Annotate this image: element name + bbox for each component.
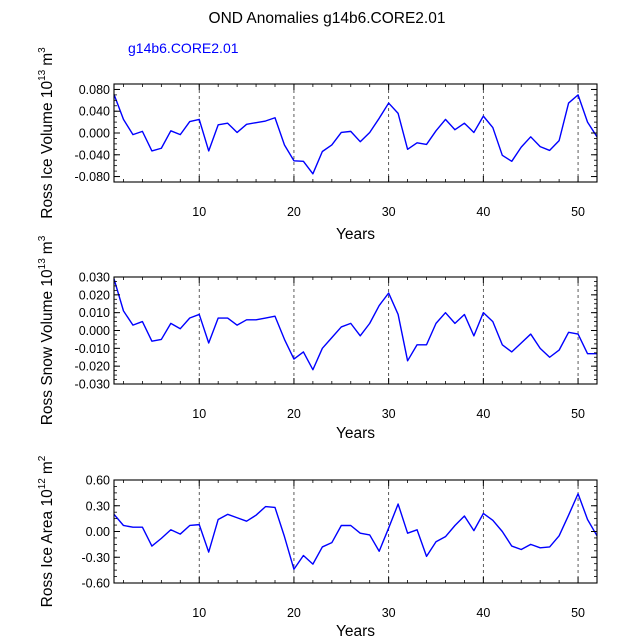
x-axis-title: Years	[336, 425, 375, 442]
y-axis-title-ylabel: Ross Ice Volume 10	[39, 81, 56, 219]
y-axis-title-ylabel-unit: m	[39, 53, 56, 66]
y-axis-title: Ross Snow Volume 1013 m3	[37, 235, 56, 425]
y-axis-title-ylabel-unit-sup: 2	[37, 455, 48, 461]
panel-2: -0.030 -0.020 -0.010 0.000 0.010 0.020 0.030 10…	[37, 235, 598, 442]
y-tick-label: 0.010	[79, 306, 110, 320]
x-tick-label: 20	[287, 606, 301, 620]
y-tick-label: 0.30	[86, 499, 110, 513]
y-axis-title: Ross Ice Volume 1013 m3	[37, 47, 56, 219]
y-axis-title-ylabel-unit-sup: 3	[37, 235, 48, 241]
x-tick-label: 40	[476, 407, 490, 421]
x-axis-title: Years	[336, 623, 375, 638]
y-tick-label: -0.080	[75, 170, 110, 184]
x-tick-label: 50	[571, 407, 585, 421]
x-tick-label: 20	[287, 407, 301, 421]
x-tick-label: 10	[192, 205, 206, 219]
x-tick-label: 30	[382, 606, 396, 620]
y-axis-title-ylabel: Ross Ice Area 10	[39, 489, 56, 607]
x-axis-title: Years	[336, 226, 375, 243]
y-tick-label: 0.60	[86, 474, 110, 488]
y-axis-title-ylabel-unit-sup: 3	[37, 47, 48, 53]
x-tick-label: 50	[571, 606, 585, 620]
y-axis-title-ylabel-unit: m	[39, 241, 56, 254]
y-tick-label: -0.60	[82, 577, 111, 591]
y-tick-label: 0.000	[79, 324, 110, 338]
y-tick-label: -0.30	[82, 551, 111, 565]
y-tick-label: 0.040	[79, 105, 110, 119]
x-tick-label: 10	[192, 606, 206, 620]
y-tick-label: 0.030	[79, 271, 110, 285]
x-tick-label: 30	[382, 205, 396, 219]
chart-title: OND Anomalies g14b6.CORE2.01	[209, 10, 446, 27]
y-tick-label: -0.030	[75, 378, 110, 392]
y-tick-label: -0.020	[75, 360, 110, 374]
x-tick-label: 10	[192, 407, 206, 421]
series-line	[113, 94, 598, 175]
y-tick-label: -0.040	[75, 148, 110, 162]
x-tick-label: 30	[382, 407, 396, 421]
y-tick-label: 0.080	[79, 83, 110, 97]
series-line	[113, 278, 597, 371]
y-axis-title: Ross Ice Area 1012 m2	[37, 455, 56, 607]
plot-frame	[113, 83, 598, 183]
y-axis-title-ylabel-sup: 12	[37, 478, 48, 490]
x-tick-label: 40	[476, 205, 490, 219]
y-tick-label: 0.000	[79, 127, 110, 141]
y-tick-label: -0.010	[75, 342, 110, 356]
y-tick-label: 0.020	[79, 288, 110, 302]
y-axis-title-ylabel-unit: m	[39, 461, 56, 474]
x-tick-label: 40	[476, 606, 490, 620]
y-axis-title-ylabel-sup: 13	[37, 258, 48, 270]
legend-label: g14b6.CORE2.01	[128, 40, 239, 56]
y-axis-title-ylabel-sup: 13	[37, 69, 48, 81]
panel-3: -0.60 -0.30 0.00 0.30 0.60 10 20 30 40 50 Years Ros…	[37, 455, 598, 638]
panel-1: -0.080 -0.040 0.000 0.040 0.080 10 20 30 40 50 Yea…	[37, 47, 598, 243]
y-tick-label: 0.00	[86, 525, 110, 539]
y-axis-title-ylabel: Ross Snow Volume 10	[39, 269, 56, 425]
x-tick-label: 50	[571, 205, 585, 219]
x-tick-label: 20	[287, 205, 301, 219]
series-line	[113, 493, 598, 570]
plot-frame	[113, 479, 598, 584]
